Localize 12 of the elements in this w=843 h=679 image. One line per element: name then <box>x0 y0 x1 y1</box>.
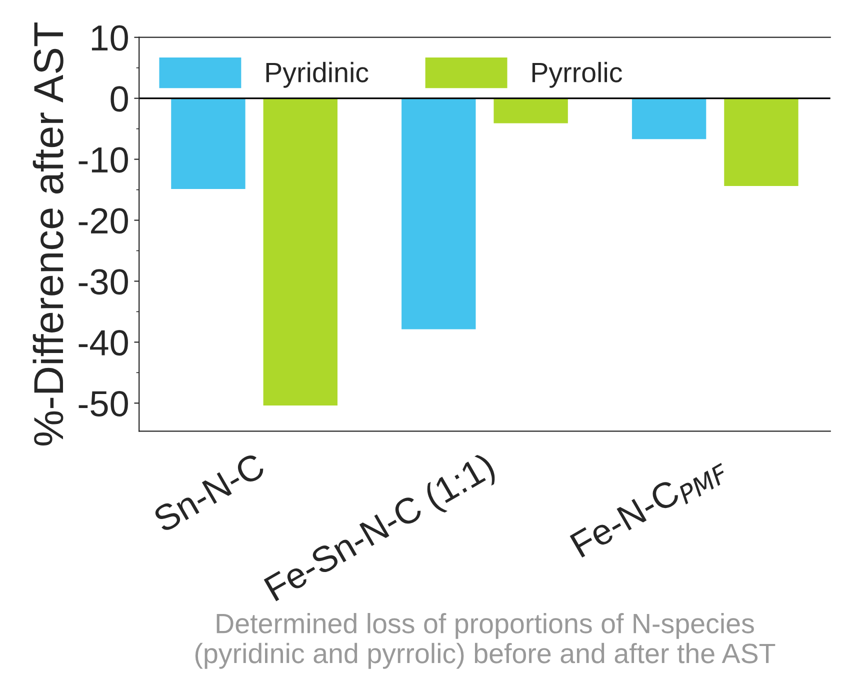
y-tick-label: -50 <box>78 390 128 417</box>
text: Determined loss of proportions of N-species (pyridinic and pyrrolic) before and after the AST <box>195 613 776 669</box>
y-tick-label: -30 <box>78 269 128 295</box>
y-tick-label: 0 <box>110 86 128 112</box>
y-tick-label: -40 <box>78 330 128 356</box>
y-axis-title: %-Difference after AST <box>32 22 64 446</box>
y-tick-label: -20 <box>78 208 128 234</box>
legend-label: Pyrrolic <box>532 62 622 88</box>
y-tick-label: -10 <box>78 147 128 173</box>
x-tick-label: Fe-N-C$_{PMF}$ <box>570 452 730 563</box>
y-tick-label: 10 <box>92 25 128 51</box>
legend-label: Pyridinic <box>266 62 368 88</box>
